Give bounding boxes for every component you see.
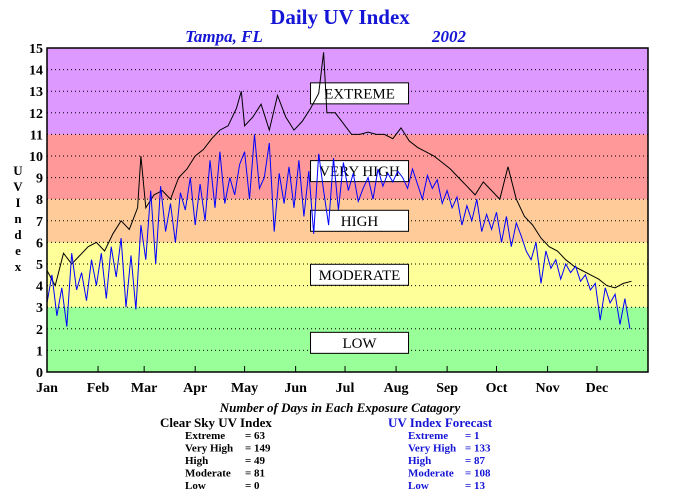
y-tick-label: 13 xyxy=(29,85,43,100)
band-label-box xyxy=(310,263,410,286)
x-tick-label: Feb xyxy=(87,381,110,396)
band-label-high: HIGH xyxy=(341,214,379,230)
x-tick-label: Oct xyxy=(486,381,508,396)
y-tick-label: 3 xyxy=(36,301,43,316)
exposure-row-label: Moderate xyxy=(408,468,454,480)
y-axis-label-letter: e xyxy=(15,243,21,258)
series-line-clear-sky-uv-index xyxy=(46,52,632,289)
band-label-very-high: VERY HIGH xyxy=(319,164,400,180)
x-tick-label: May xyxy=(231,381,258,396)
y-tick-label: 9 xyxy=(36,172,43,187)
band-label-moderate: MODERATE xyxy=(319,268,401,284)
exposure-row-value: = 13 xyxy=(465,480,486,492)
exposure-row-value: = 133 xyxy=(465,443,491,455)
exposure-heading-clear-sky-uv-index: Clear Sky UV Index xyxy=(160,415,272,430)
y-tick-label: 11 xyxy=(30,128,43,143)
x-tick-label: Aug xyxy=(384,381,409,396)
plot-frame xyxy=(46,47,649,373)
chart-subtitle-location: Tampa, FL xyxy=(185,27,263,46)
y-tick-label: 14 xyxy=(29,64,43,79)
y-tick-label: 7 xyxy=(36,215,43,230)
y-tick-label: 6 xyxy=(36,236,43,251)
exposure-row-value: = 63 xyxy=(245,430,266,442)
y-axis-label-letter: I xyxy=(15,195,20,210)
x-tick-label: Jul xyxy=(336,381,355,396)
series-line-uv-index-forecast xyxy=(46,134,631,329)
exposure-row-label: Extreme xyxy=(408,430,448,442)
exposure-row-label: High xyxy=(185,455,208,467)
exposure-row-value: = 81 xyxy=(245,468,265,480)
x-tick-label: Apr xyxy=(183,381,207,396)
y-tick-label: 12 xyxy=(29,107,43,122)
x-tick-label: Sep xyxy=(436,381,458,396)
y-axis-label-letter: U xyxy=(13,163,23,178)
x-axis-ticks: Jan Feb Mar Apr May Jun Jul Aug Sep Oct Nov Dec xyxy=(36,366,608,396)
y-tick-label: 15 xyxy=(29,42,43,57)
chart-subtitle-year: 2002 xyxy=(431,27,467,46)
exposure-days-title: Number of Days in Each Exposure Catagory xyxy=(219,400,461,415)
y-tick-label: 2 xyxy=(36,323,43,338)
band-label-box xyxy=(310,82,410,105)
band-label-box xyxy=(310,331,410,354)
exposure-row-label: Low xyxy=(185,480,206,492)
y-axis-label-letter: V xyxy=(13,179,23,194)
x-tick-label: Nov xyxy=(535,381,559,396)
exposure-row-value: = 49 xyxy=(245,455,266,467)
x-tick-label: Dec xyxy=(586,381,609,396)
exposure-row-value: = 149 xyxy=(245,443,271,455)
y-tick-label: 8 xyxy=(36,193,43,208)
y-tick-label: 1 xyxy=(36,344,43,359)
y-axis-label-letter: n xyxy=(14,211,22,226)
exposure-row-label: Moderate xyxy=(185,468,231,480)
exposure-row-value: = 1 xyxy=(465,430,480,442)
y-tick-label: 0 xyxy=(36,366,43,381)
exposure-row-label: Very High xyxy=(408,443,456,455)
y-axis-label-letter: d xyxy=(14,227,22,242)
y-tick-label: 5 xyxy=(36,258,43,273)
band-label-low: LOW xyxy=(342,336,377,352)
x-tick-label: Jan xyxy=(36,381,58,396)
y-tick-label: 4 xyxy=(36,280,43,295)
exposure-row-label: Extreme xyxy=(185,430,225,442)
exposure-row-value: = 0 xyxy=(245,480,260,492)
x-tick-label: Mar xyxy=(131,381,157,396)
exposure-row-label: Low xyxy=(408,480,429,492)
x-tick-label: Jun xyxy=(284,381,307,396)
band-label-box xyxy=(310,209,410,232)
exposure-row-label: High xyxy=(408,455,431,467)
band-label-extreme: EXTREME xyxy=(324,86,395,102)
exposure-row-value: = 87 xyxy=(465,455,486,467)
chart-title: Daily UV Index xyxy=(270,5,410,29)
y-axis-label-letter: x xyxy=(15,259,22,274)
y-tick-label: 10 xyxy=(29,150,43,165)
exposure-heading-uv-index-forecast: UV Index Forecast xyxy=(388,415,493,430)
exposure-row-value: = 108 xyxy=(465,468,491,480)
series-lines xyxy=(46,52,632,329)
exposure-row-label: Very High xyxy=(185,443,233,455)
